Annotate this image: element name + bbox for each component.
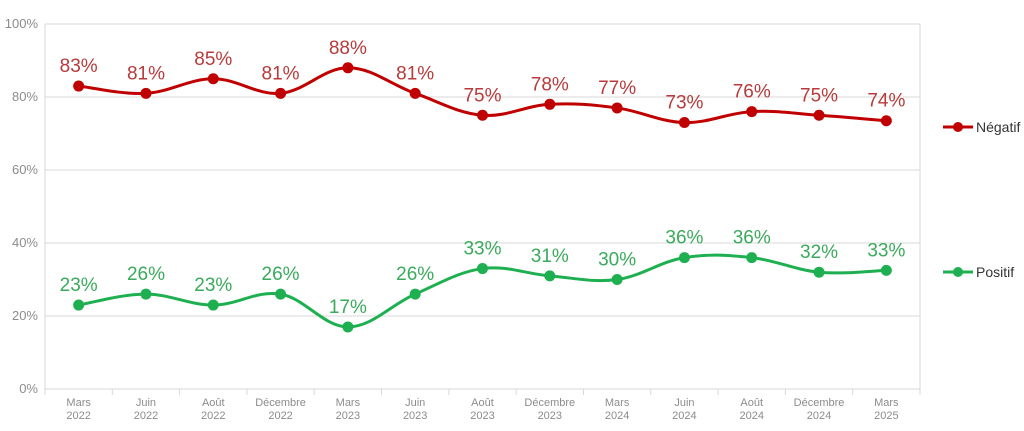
legend-label-negatif: Négatif bbox=[976, 119, 1020, 135]
data-point-positif bbox=[140, 288, 152, 300]
data-point-positif bbox=[342, 321, 354, 333]
x-tick-label: Août 2024 bbox=[739, 397, 763, 422]
x-tick-label: Décembre 2024 bbox=[794, 397, 845, 422]
data-label-negatif: 88% bbox=[329, 38, 367, 59]
data-label-positif: 23% bbox=[60, 275, 98, 296]
data-label-negatif: 75% bbox=[463, 85, 501, 106]
data-label-positif: 17% bbox=[329, 297, 367, 318]
data-label-negatif: 76% bbox=[733, 82, 771, 103]
data-point-positif bbox=[544, 270, 556, 282]
data-point-positif bbox=[275, 288, 287, 300]
data-point-positif bbox=[746, 252, 758, 264]
x-tick-label: Juin 2024 bbox=[672, 397, 696, 422]
x-tick-label: Août 2023 bbox=[470, 397, 494, 422]
data-point-negatif bbox=[880, 115, 892, 127]
data-label-positif: 30% bbox=[598, 250, 636, 271]
data-label-positif: 32% bbox=[800, 242, 838, 263]
data-labels: 83% 81% 85% 81% 88% 81% 75% 78% 77% 73% 76% 75% 74% 2… bbox=[60, 38, 906, 318]
x-axis: Mars 2022 Juin 2022 Août 2022 Décembre 2022 Mars… bbox=[44, 389, 921, 422]
data-label-positif: 33% bbox=[463, 239, 501, 260]
y-tick-label: 40% bbox=[12, 235, 38, 250]
data-point-positif bbox=[880, 264, 892, 276]
data-label-negatif: 83% bbox=[60, 56, 98, 77]
data-label-negatif: 81% bbox=[396, 63, 434, 84]
data-point-negatif bbox=[813, 109, 825, 121]
data-label-positif: 36% bbox=[665, 228, 703, 249]
data-point-negatif bbox=[409, 87, 421, 99]
data-point-negatif bbox=[746, 106, 758, 118]
legend-marker-positif bbox=[953, 267, 963, 277]
data-label-negatif: 81% bbox=[262, 63, 300, 84]
legend-label-positif: Positif bbox=[976, 264, 1014, 280]
data-point-positif bbox=[678, 252, 690, 264]
data-label-negatif: 73% bbox=[665, 93, 703, 114]
x-tick-label: Mars 2023 bbox=[336, 397, 361, 422]
series-points bbox=[73, 62, 892, 333]
data-point-negatif bbox=[140, 87, 152, 99]
x-tick-label: Juin 2023 bbox=[403, 397, 427, 422]
data-point-negatif bbox=[544, 98, 556, 110]
y-tick-label: 100% bbox=[5, 16, 39, 31]
data-point-negatif bbox=[342, 62, 354, 74]
data-point-positif bbox=[477, 263, 488, 275]
data-point-positif bbox=[611, 274, 623, 285]
data-point-negatif bbox=[477, 109, 488, 121]
x-tick-label: Mars 2022 bbox=[66, 397, 91, 422]
data-point-negatif bbox=[207, 73, 219, 85]
data-label-positif: 33% bbox=[867, 240, 905, 261]
data-label-positif: 26% bbox=[396, 264, 434, 285]
x-tick-label: Décembre 2022 bbox=[255, 397, 306, 422]
data-point-negatif bbox=[678, 117, 690, 129]
x-tick-label: Mars 2025 bbox=[874, 397, 899, 422]
data-label-positif: 26% bbox=[127, 264, 165, 285]
data-point-positif bbox=[813, 266, 825, 278]
y-tick-label: 60% bbox=[12, 162, 38, 177]
y-tick-label: 80% bbox=[12, 89, 38, 104]
data-label-positif: 23% bbox=[194, 275, 232, 296]
x-tick-label: Mars 2024 bbox=[605, 397, 630, 422]
y-tick-label: 0% bbox=[19, 381, 38, 396]
data-label-negatif: 75% bbox=[800, 85, 838, 106]
data-point-negatif bbox=[611, 102, 623, 114]
x-tick-label: Juin 2022 bbox=[134, 397, 158, 422]
data-label-positif: 26% bbox=[262, 264, 300, 285]
data-point-positif bbox=[73, 299, 85, 311]
data-label-positif: 36% bbox=[733, 228, 771, 249]
x-tick-label: Août 2022 bbox=[201, 397, 225, 422]
data-point-positif bbox=[409, 288, 421, 300]
grid-lines bbox=[44, 23, 921, 390]
data-point-negatif bbox=[73, 80, 85, 92]
data-label-negatif: 78% bbox=[531, 74, 569, 95]
data-point-positif bbox=[207, 299, 219, 311]
x-tick-label: Décembre 2023 bbox=[524, 397, 575, 422]
data-label-negatif: 85% bbox=[194, 49, 232, 70]
data-label-positif: 31% bbox=[531, 246, 569, 267]
legend: Négatif Positif bbox=[943, 119, 1020, 280]
data-point-negatif bbox=[275, 87, 287, 99]
data-label-negatif: 81% bbox=[127, 63, 165, 84]
data-label-negatif: 77% bbox=[598, 78, 636, 99]
y-tick-label: 20% bbox=[12, 308, 38, 323]
data-label-negatif: 74% bbox=[867, 91, 905, 112]
y-axis: 0% 20% 40% 60% 80% 100% bbox=[5, 16, 39, 396]
legend-marker-negatif bbox=[953, 122, 963, 132]
